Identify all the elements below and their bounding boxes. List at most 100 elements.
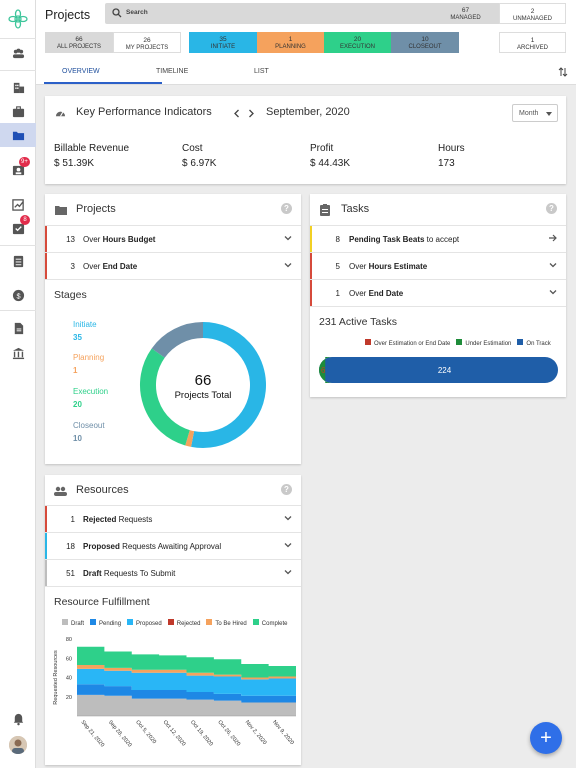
sidebar-item-timesheets[interactable]	[0, 192, 36, 216]
sidebar-item-billing[interactable]: $	[0, 283, 36, 307]
legend-pending[interactable]: Pending	[90, 619, 121, 627]
tasks-row-pending-beats[interactable]: 8 Pending Task Beats to accept	[310, 225, 566, 252]
previous-period-icon[interactable]	[233, 109, 241, 118]
sidebar-item-contacts[interactable]	[0, 158, 36, 182]
row-text-bold: Pending Task Beats	[349, 235, 425, 244]
row-text-pre: Over	[83, 262, 103, 271]
donut-slice-initiate[interactable]	[191, 322, 266, 448]
kpi-title: Key Performance Indicators	[76, 106, 212, 118]
sidebar-item-tasks[interactable]	[0, 216, 36, 240]
search-input[interactable]: Search	[105, 3, 459, 24]
stage-filter-planning[interactable]: 1 PLANNING	[257, 32, 324, 53]
sidebar-item-projects[interactable]	[0, 123, 36, 147]
chevron-down-icon[interactable]	[548, 287, 558, 297]
under-estimation-label: 6	[321, 366, 326, 375]
sidebar-item-companies[interactable]	[0, 75, 36, 99]
notifications-button[interactable]	[0, 707, 36, 731]
tab-list[interactable]: LIST	[254, 68, 269, 75]
resources-help-icon[interactable]: ?	[281, 484, 292, 495]
stage-filter-closeout[interactable]: 10 CLOSEOUT	[391, 32, 459, 53]
chevron-down-icon[interactable]	[283, 260, 293, 270]
row-text-bold: Hours Budget	[102, 235, 156, 244]
execution-count: 20	[353, 36, 362, 43]
legend-to-be-hired[interactable]: To Be Hired	[206, 619, 247, 627]
tab-overview[interactable]: OVERVIEW	[62, 68, 100, 75]
active-tasks-bar: 6 224	[319, 357, 558, 383]
sidebar-item-portfolio[interactable]	[0, 99, 36, 123]
donut-slice-planning[interactable]	[185, 430, 195, 447]
row-text: Over End Date	[83, 262, 137, 271]
chevron-down-icon[interactable]	[283, 567, 293, 577]
people-icon	[54, 486, 67, 496]
legend-draft[interactable]: Draft	[62, 619, 84, 627]
legend-proposed[interactable]: Proposed	[127, 619, 162, 627]
sidebar-item-bank[interactable]	[0, 341, 36, 365]
donut-total: 66	[194, 372, 212, 389]
chevron-down-icon[interactable]	[283, 540, 293, 550]
my-projects-filter[interactable]: 26 MY PROJECTS	[113, 32, 181, 53]
stage-planning-value: 1	[73, 366, 78, 375]
active-tab-indicator	[44, 82, 162, 84]
contacts-badge: 9+	[19, 157, 30, 167]
tasks-row-end-date[interactable]: 1 Over End Date	[310, 279, 566, 306]
on-track-segment[interactable]	[319, 357, 558, 383]
stage-filter-initiate[interactable]: 35 INITIATE	[189, 32, 257, 53]
tasks-help-icon[interactable]: ?	[546, 203, 557, 214]
under-estimation-segment[interactable]	[319, 357, 332, 383]
resources-row-draft[interactable]: 51 Draft Requests To Submit	[45, 559, 301, 586]
legend-rejected[interactable]: Rejected	[167, 619, 200, 627]
x-tick-label: Nov 2, 2020	[244, 719, 268, 746]
donut-slice-execution[interactable]	[140, 348, 191, 446]
unmanaged-count: 2	[530, 8, 535, 15]
resources-row-proposed[interactable]: 18 Proposed Requests Awaiting Approval	[45, 532, 301, 559]
arrow-right-icon[interactable]	[548, 233, 558, 243]
kpi-hours-label: Hours	[438, 143, 465, 154]
all-projects-filter[interactable]: 66 ALL PROJECTS	[45, 32, 113, 53]
user-avatar[interactable]	[9, 736, 27, 754]
add-button[interactable]: +	[530, 722, 562, 754]
chevron-down-icon[interactable]	[283, 513, 293, 523]
area-series-proposed[interactable]	[77, 668, 296, 696]
projects-row-hours-budget[interactable]: 13 Over Hours Budget	[45, 225, 301, 252]
row-count: 1	[70, 515, 75, 524]
tab-timeline[interactable]: TIMELINE	[156, 68, 189, 75]
area-series-draft[interactable]	[77, 694, 296, 716]
legend-complete[interactable]: Complete	[252, 619, 287, 627]
row-status-bar	[310, 280, 312, 306]
sidebar-item-documents[interactable]	[0, 316, 36, 340]
y-tick-label: 40	[66, 676, 72, 682]
managed-filter[interactable]: 67 MANAGED	[432, 3, 499, 24]
legend-label: To Be Hired	[215, 621, 247, 627]
chevron-down-icon[interactable]	[283, 233, 293, 243]
row-count: 8	[335, 235, 340, 244]
archived-filter[interactable]: 1 ARCHIVED	[499, 32, 566, 53]
row-text-post: Requests Awaiting Approval	[119, 542, 222, 551]
sidebar-item-list[interactable]	[0, 249, 36, 273]
x-tick-label: Oct 19, 2020	[189, 719, 214, 747]
stage-execution-value: 20	[73, 400, 82, 409]
people-icon	[12, 48, 24, 58]
row-text-bold: End Date	[368, 289, 404, 298]
area-series-complete[interactable]	[77, 646, 296, 678]
projects-help-icon[interactable]: ?	[281, 203, 292, 214]
kpi-revenue-value: $ 51.39K	[54, 158, 95, 169]
document-icon	[14, 322, 23, 334]
resources-row-rejected[interactable]: 1 Rejected Requests	[45, 505, 301, 532]
planning-label: PLANNING	[275, 43, 306, 50]
x-tick-label: Oct 26, 2020	[216, 719, 241, 747]
donut-slice-closeout[interactable]	[151, 322, 204, 359]
unmanaged-filter[interactable]: 2 UNMANAGED	[499, 3, 566, 24]
chevron-down-icon[interactable]	[548, 260, 558, 270]
all-projects-label: ALL PROJECTS	[56, 43, 102, 50]
sidebar-item-people[interactable]	[0, 41, 36, 65]
active-tasks-title: 231 Active Tasks	[319, 316, 398, 328]
stage-filter-execution[interactable]: 20 EXECUTION	[324, 32, 391, 53]
sort-icon[interactable]	[558, 67, 568, 77]
projects-row-end-date[interactable]: 3 Over End Date	[45, 252, 301, 279]
next-period-icon[interactable]	[247, 109, 255, 118]
granularity-select[interactable]: Month	[512, 104, 558, 122]
tasks-row-hours-estimate[interactable]: 5 Over Hours Estimate	[310, 252, 566, 279]
my-projects-label: MY PROJECTS	[125, 44, 169, 51]
tasks-title: Tasks	[341, 203, 370, 215]
row-text: Proposed Requests Awaiting Approval	[83, 542, 221, 551]
